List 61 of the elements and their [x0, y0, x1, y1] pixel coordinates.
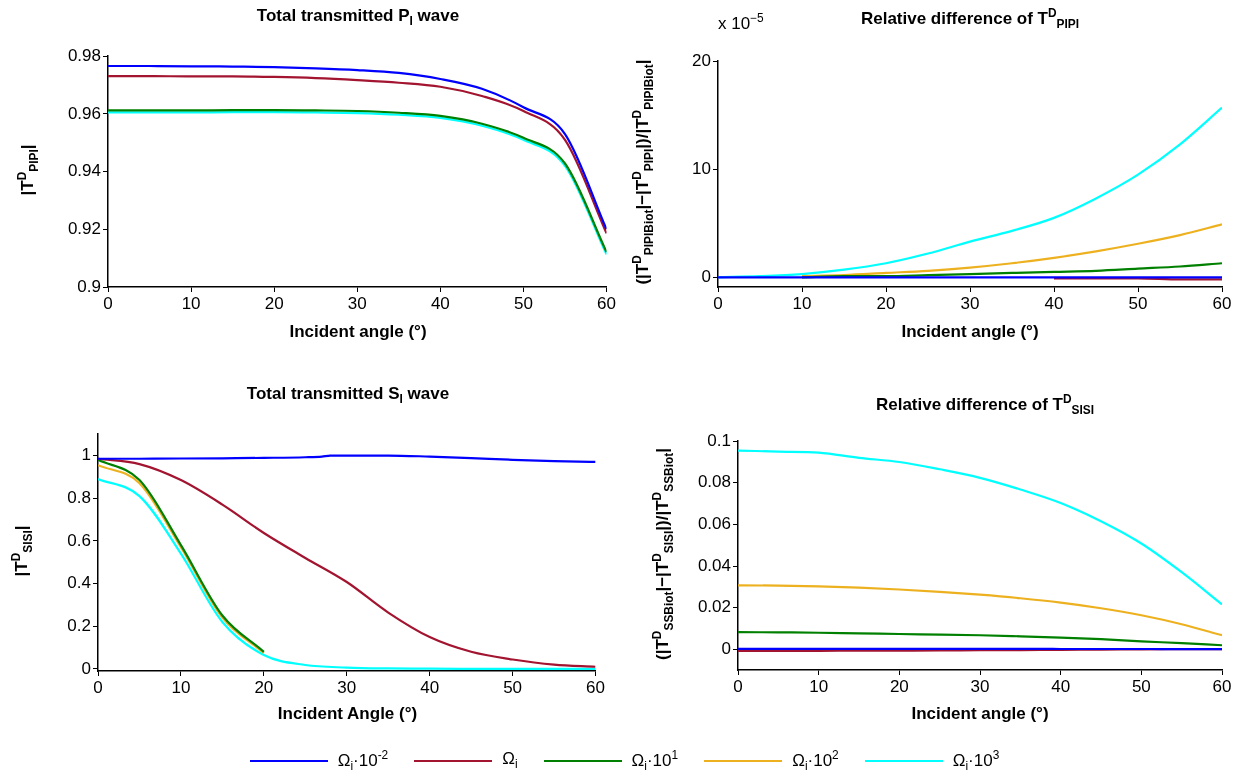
- line-series: [738, 449, 1222, 606]
- y-tick-label: 0.06: [697, 514, 731, 534]
- x-tick-label: 10: [181, 293, 201, 313]
- x-tick-label: 20: [876, 293, 896, 313]
- y-tick-label: 1: [81, 445, 91, 465]
- x-tick-label: 30: [960, 293, 980, 313]
- x-tick-label: 60: [1212, 293, 1232, 313]
- x-tick-label: 20: [254, 677, 274, 697]
- y-tick-label: 0: [701, 266, 711, 286]
- x-tick-label: 20: [264, 293, 284, 313]
- x-tick-label: 10: [809, 676, 829, 696]
- x-tick-label: 40: [420, 677, 440, 697]
- legend-label: Ω$_{i}$·10$^{2}$: [792, 748, 839, 774]
- x-tick-label: 50: [513, 293, 533, 313]
- y-tick-label: 0.98: [67, 45, 101, 65]
- x-tick-label: 50: [503, 677, 523, 697]
- y-tick-label: 0.94: [67, 161, 101, 181]
- chart-title: Total transmitted S$_{I}$ wave: [246, 384, 450, 407]
- legend-label: Ω$_{i}$·10$^{1}$: [631, 748, 679, 774]
- x-axis-title: Incident Angle (°): [277, 704, 418, 724]
- x-tick-label: 60: [1212, 676, 1232, 696]
- line-series: [738, 584, 1222, 637]
- x-tick-label: 40: [1044, 293, 1064, 313]
- y-tick-label: 10: [692, 158, 711, 178]
- legend-label: Ω$_{i}$·10$^{-2}$: [337, 748, 389, 774]
- y-tick-label: 0.96: [67, 103, 101, 123]
- x-tick-label: 40: [430, 293, 450, 313]
- y-tick-label: 0: [81, 658, 91, 678]
- chart-title: Total transmitted P$_{I}$ wave: [256, 6, 460, 29]
- x-tick-label: 60: [597, 293, 617, 313]
- line-series: [738, 631, 1222, 647]
- y-tick-label: 0.8: [67, 487, 91, 507]
- x-tick-label: 10: [171, 677, 191, 697]
- x-tick-label: 50: [1131, 676, 1151, 696]
- x-tick-label: 30: [970, 676, 990, 696]
- x-tick-label: 20: [889, 676, 909, 696]
- y-tick-label: 20: [692, 50, 711, 70]
- x-axis-title: Incident angle (°): [911, 704, 1049, 724]
- y-tick-label: 0.92: [67, 218, 101, 238]
- x-tick-label: 60: [586, 677, 606, 697]
- y-tick-label: 0.2: [67, 615, 91, 635]
- x-tick-label: 30: [347, 293, 367, 313]
- y-tick-label: 0.9: [77, 276, 101, 296]
- legend-label: Ω$_{i}$·10$^{3}$: [952, 748, 1000, 774]
- x-tick-label: 50: [1128, 293, 1148, 313]
- x-tick-label: 10: [792, 293, 812, 313]
- line-series: [800, 223, 1222, 278]
- x-axis-title: Incident angle (°): [289, 322, 427, 342]
- y-tick-label: 0: [721, 638, 731, 658]
- y-tick-label: 0.02: [697, 597, 731, 617]
- y-tick-label: 0.6: [67, 530, 91, 550]
- x-axis-title: Incident angle (°): [901, 322, 1039, 342]
- y-tick-label: 0.1: [707, 430, 731, 450]
- legend-label: Ω$_{i}$: [502, 749, 518, 772]
- y-tick-label: 0.4: [67, 573, 91, 593]
- text: x 10$^{−5}$: [718, 11, 764, 34]
- x-tick-label: 40: [1051, 676, 1071, 696]
- line-series: [98, 454, 596, 464]
- y-tick-label: 0.04: [697, 555, 731, 575]
- x-tick-label: 30: [337, 677, 357, 697]
- y-tick-label: 0.08: [697, 472, 731, 492]
